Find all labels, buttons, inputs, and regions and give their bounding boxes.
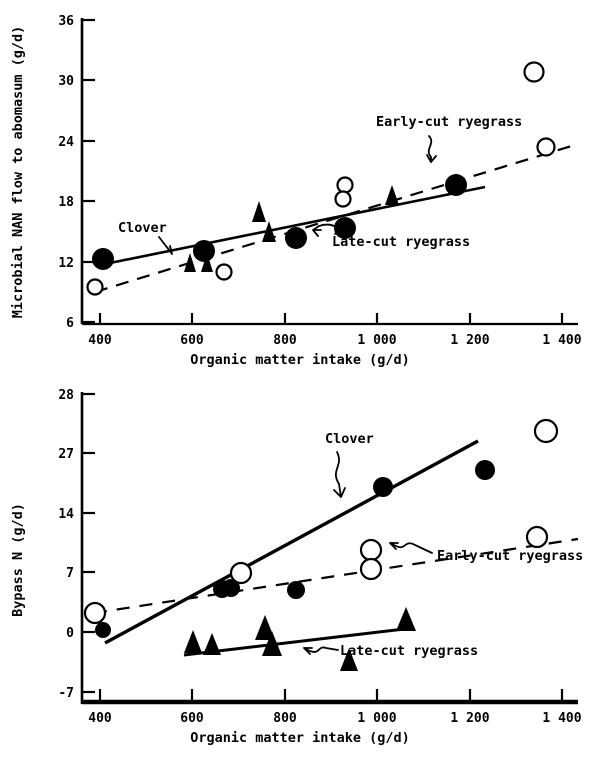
top-annotation-clover: Clover [118,220,167,236]
data-point [285,227,307,249]
data-point [262,631,282,656]
bottom-series-clover [95,460,495,638]
data-point [340,648,358,671]
data-point [475,460,495,480]
data-point [334,217,356,239]
top-annotation-late-cut-ryegrass: Late-cut ryegrass [332,234,470,250]
bottom-annotation-clover-leader [333,451,346,498]
data-point [222,579,240,597]
bottom-x-ticklabel-1200: 1 200 [450,711,489,726]
data-point [184,253,196,272]
top-annotation-clover-leader [158,236,173,255]
bottom-panel: 28 27 14 7 0 -7 400 600 800 1 000 1 200 … [10,388,583,746]
data-point [229,561,253,585]
bottom-y-ticklabel-27: 27 [58,447,74,462]
top-y-ticklabel-18: 18 [58,195,74,210]
bottom-x-ticks [98,689,564,700]
top-y-ticklabel-24: 24 [58,135,74,150]
data-point [385,185,399,205]
bottom-annotation-late-cut-ryegrass-leader [303,646,339,655]
bottom-y-ticklabel-28: 28 [58,388,74,403]
data-point [83,601,107,625]
bottom-y-axis-title: Bypass N (g/d) [10,503,26,617]
data-point [86,278,104,296]
top-series-early-cut-ryegrass [86,61,556,296]
data-point [95,622,111,638]
top-annotation-late-cut-ryegrass-leader [312,223,338,237]
data-point [262,221,276,242]
top-annotation-early-cut-ryegrass: Early-cut ryegrass [376,114,522,130]
data-point [334,190,352,208]
bottom-y-ticklabel-14: 14 [58,507,74,522]
data-point [523,61,545,83]
bottom-x-ticklabel-800: 800 [273,711,297,726]
data-point [525,525,549,549]
top-fitline-clover [104,185,486,266]
bottom-x-axis-title: Organic matter intake (g/d) [190,730,409,746]
data-point [215,263,233,281]
top-x-ticklabel-400: 400 [88,333,112,348]
bottom-annotation-clover: Clover [325,431,374,447]
top-y-ticklabel-30: 30 [58,74,74,89]
top-x-ticklabel-1400: 1 400 [542,333,581,348]
bottom-y-ticklabel-neg7: -7 [58,686,74,701]
data-point [287,581,305,599]
bottom-fitline-clover [104,439,479,645]
bottom-y-ticklabel-0: 0 [66,626,74,641]
top-y-ticklabel-6: 6 [66,316,74,331]
bottom-x-ticklabel-1000: 1 000 [357,711,396,726]
top-x-ticklabel-800: 800 [273,333,297,348]
bottom-x-ticklabel-600: 600 [180,711,204,726]
bottom-y-ticklabel-7: 7 [66,566,74,581]
top-y-axis-title: Microbial NAN flow to abomasum (g/d) [10,26,26,319]
data-point [359,538,383,562]
top-x-ticklabel-1000: 1 000 [357,333,396,348]
data-point [373,477,393,497]
top-x-ticks [98,313,564,324]
data-point [359,557,383,581]
top-series-clover [92,174,467,270]
top-x-ticklabel-1200: 1 200 [450,333,489,348]
data-point [252,201,266,222]
bottom-series-late-cut-ryegrass [184,607,416,671]
data-point [536,137,556,157]
data-point [445,174,467,196]
data-point [396,607,416,631]
bottom-annotation-early-cut-ryegrass-leader [389,542,433,554]
bottom-annotation-early-cut-ryegrass: Early-cut ryegrass [437,548,583,564]
bottom-fitline-early-cut-ryegrass [93,537,579,615]
bottom-series-early-cut-ryegrass [83,418,559,625]
top-annotation-early-cut-ryegrass-leader [426,135,437,163]
data-point [184,630,202,653]
top-panel: 36 30 24 18 12 6 400 600 800 1 000 1 200… [10,14,582,368]
bottom-annotation-late-cut-ryegrass: Late-cut ryegrass [340,643,478,659]
top-series-late-cut-ryegrass [184,185,399,272]
data-point [193,240,215,262]
top-y-ticklabel-36: 36 [58,14,74,29]
bottom-y-ticks [82,392,95,694]
data-point [92,248,114,270]
bottom-fitline-late-cut-ryegrass [183,626,414,657]
bottom-x-ticklabel-1400: 1 400 [542,711,581,726]
bottom-x-ticklabel-400: 400 [88,711,112,726]
data-point [336,176,354,194]
top-x-ticklabel-600: 600 [180,333,204,348]
data-point [533,418,559,444]
data-point [255,615,275,640]
top-y-ticklabel-12: 12 [58,256,74,271]
top-y-ticks [82,18,95,324]
top-x-axis-title: Organic matter intake (g/d) [190,352,409,368]
data-point [201,253,213,272]
data-point [203,633,221,655]
